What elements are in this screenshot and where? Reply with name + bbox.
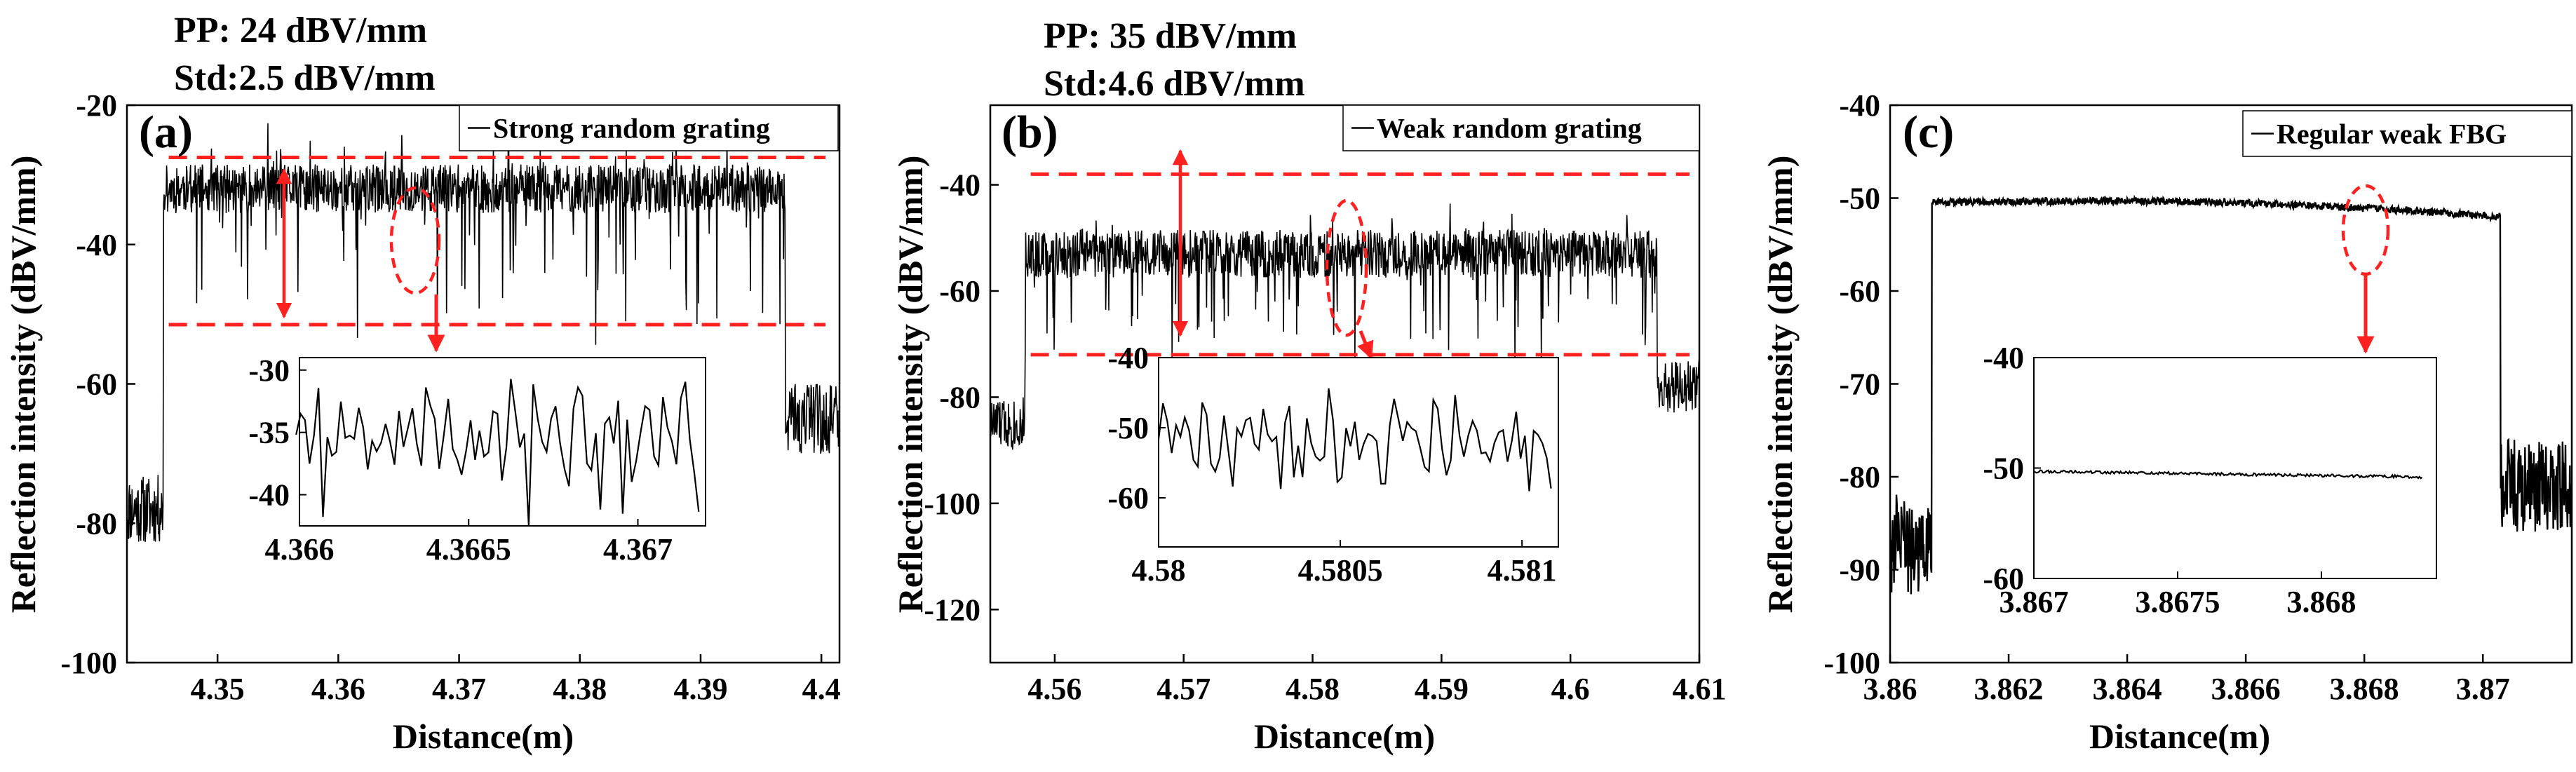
panel-b-inset-y-tick-label: -40: [1107, 341, 1149, 375]
panel-c-x-axis-label: Distance(m): [2089, 717, 2270, 756]
panel-a-y-tick-label: -80: [76, 506, 117, 541]
panel-c-trace-line: [1889, 194, 2573, 595]
panel-b-x-tick-label: 4.56: [1027, 672, 1081, 706]
panel-c-x-tick-label: 3.866: [2211, 672, 2281, 706]
panel-c-legend-label: Regular weak FBG: [2277, 118, 2507, 150]
panel-a-inset-trace-line: [295, 379, 700, 527]
panel-c-x-tick-label: 3.87: [2456, 672, 2510, 706]
panel-b-label: (b): [1002, 107, 1058, 158]
panel-b-trace-line: [990, 203, 1700, 450]
panel-c-y-tick-label: -50: [1839, 182, 1880, 216]
panel-a-y-tick-label: -20: [76, 88, 117, 123]
panel-a-y-tick-label: -100: [60, 646, 117, 680]
panel-a-trace-line: [126, 123, 840, 542]
panel-b-annotation-1: PP: 35 dBV/mm: [1044, 16, 1297, 56]
panel-c-x-tick-label: 3.864: [2093, 672, 2162, 706]
panel-c-y-tick-label: -70: [1839, 367, 1880, 402]
panel-a-y-tick-label: -60: [76, 367, 117, 402]
panel-b-zoom-arrow: [1357, 330, 1374, 360]
panel-a-legend-box: [459, 104, 839, 151]
panel-c-y-tick-label: -90: [1839, 553, 1880, 588]
panel-a-x-tick-label: 4.38: [553, 672, 607, 706]
panel-b-y-tick-label: -60: [939, 274, 980, 309]
panel-a-x-tick-label: 4.4: [802, 672, 841, 706]
panel-a-inset-y-tick-label: -40: [248, 478, 290, 513]
panel-c-y-tick-label: -80: [1839, 460, 1880, 494]
panel-a-y-tick-label: -40: [76, 228, 117, 262]
panel-c-x-tick-label: 3.86: [1863, 672, 1917, 706]
panel-a-x-tick-label: 4.39: [673, 672, 727, 706]
panel-a-inset-frame: [299, 357, 706, 527]
panel-a-inset-y-tick-label: -35: [248, 416, 290, 450]
panel-b-inset-x-tick-label: 4.58: [1132, 553, 1186, 588]
panel-a-inset-x-tick-label: 4.366: [265, 532, 335, 567]
panel-a-inset-y-tick-label: -30: [248, 353, 290, 388]
panel-b-x-tick-label: 4.6: [1551, 672, 1590, 706]
panel-a-annotation-1: PP: 24 dBV/mm: [174, 11, 427, 50]
panel-c-legend-box: [2242, 110, 2572, 157]
panel-c-inset-frame: [2033, 357, 2437, 579]
panel-b-y-tick-label: -80: [939, 380, 980, 414]
panel-c-x-tick-label: 3.862: [1974, 672, 2044, 706]
panel-c-inset-y-tick-label: -60: [1983, 562, 2024, 596]
panel-b-y-tick-label: -40: [939, 168, 980, 203]
panel-a-x-tick-label: 4.35: [191, 672, 245, 706]
panel-b-inset-x-tick-label: 4.5805: [1298, 553, 1383, 588]
panel-c-y-tick-label: -100: [1823, 646, 1880, 680]
panel-b-inset-x-tick-label: 4.581: [1488, 553, 1557, 588]
panel-b-x-tick-label: 4.61: [1673, 672, 1727, 706]
panel-a-annotation-2: Std:2.5 dBV/mm: [174, 58, 436, 98]
panel-a-x-axis-label: Distance(m): [393, 717, 574, 756]
panel-c-inset-y-tick-label: -50: [1983, 452, 2024, 486]
panel-b-legend-box: [1342, 104, 1700, 151]
panel-c-x-tick-label: 3.868: [2330, 672, 2399, 706]
panel-a-x-tick-label: 4.36: [311, 672, 365, 706]
panel-b-legend-label: Weak random grating: [1377, 113, 1642, 144]
panel-a-x-tick-label: 4.37: [432, 672, 486, 706]
panel-c-y-axis-label: Reflection intensity (dBV/mm): [1760, 156, 1800, 614]
panel-c-y-tick-label: -60: [1839, 274, 1880, 309]
panel-a-label: (a): [139, 107, 193, 158]
panel-b-x-tick-label: 4.57: [1156, 672, 1211, 706]
panel-b-annotation-2: Std:4.6 dBV/mm: [1044, 64, 1305, 104]
panel-c-inset-y-tick-label: -40: [1983, 341, 2024, 375]
panel-c-inset-x-tick-label: 3.868: [2287, 585, 2356, 619]
panel-a-y-axis-label: Reflection intensity (dBV/mm): [4, 156, 43, 614]
panel-c-zoom-ellipse: [2341, 184, 2390, 276]
panel-b-inset-y-tick-label: -60: [1107, 481, 1149, 515]
panel-b-x-tick-label: 4.59: [1415, 672, 1469, 706]
panel-b-y-tick-label: -100: [924, 487, 980, 521]
panel-b-zoom-ellipse: [1325, 198, 1368, 337]
panel-b-inset-y-tick-label: -50: [1107, 411, 1149, 445]
panel-c-label: (c): [1903, 107, 1954, 158]
panel-b-x-tick-label: 4.58: [1286, 672, 1340, 706]
panel-b-y-tick-label: -120: [924, 592, 980, 627]
panel-a-inset-x-tick-label: 4.367: [603, 532, 673, 567]
panel-a-legend-label: Strong random grating: [493, 113, 770, 144]
panel-c-inset-x-tick-label: 3.8675: [2136, 585, 2220, 619]
panel-b-x-axis-label: Distance(m): [1254, 717, 1435, 756]
panel-c-inset-trace-line: [2034, 469, 2423, 480]
panel-b-inset-trace-line: [1157, 388, 1552, 492]
panel-a-zoom-ellipse: [389, 186, 441, 295]
panel-c-y-tick-label: -40: [1839, 88, 1880, 123]
panel-c-inset-x-tick-label: 3.867: [2000, 585, 2069, 619]
panel-b-y-axis-label: Reflection intensity (dBV/mm): [891, 156, 930, 614]
panel-a-inset-x-tick-label: 4.3665: [426, 532, 511, 567]
